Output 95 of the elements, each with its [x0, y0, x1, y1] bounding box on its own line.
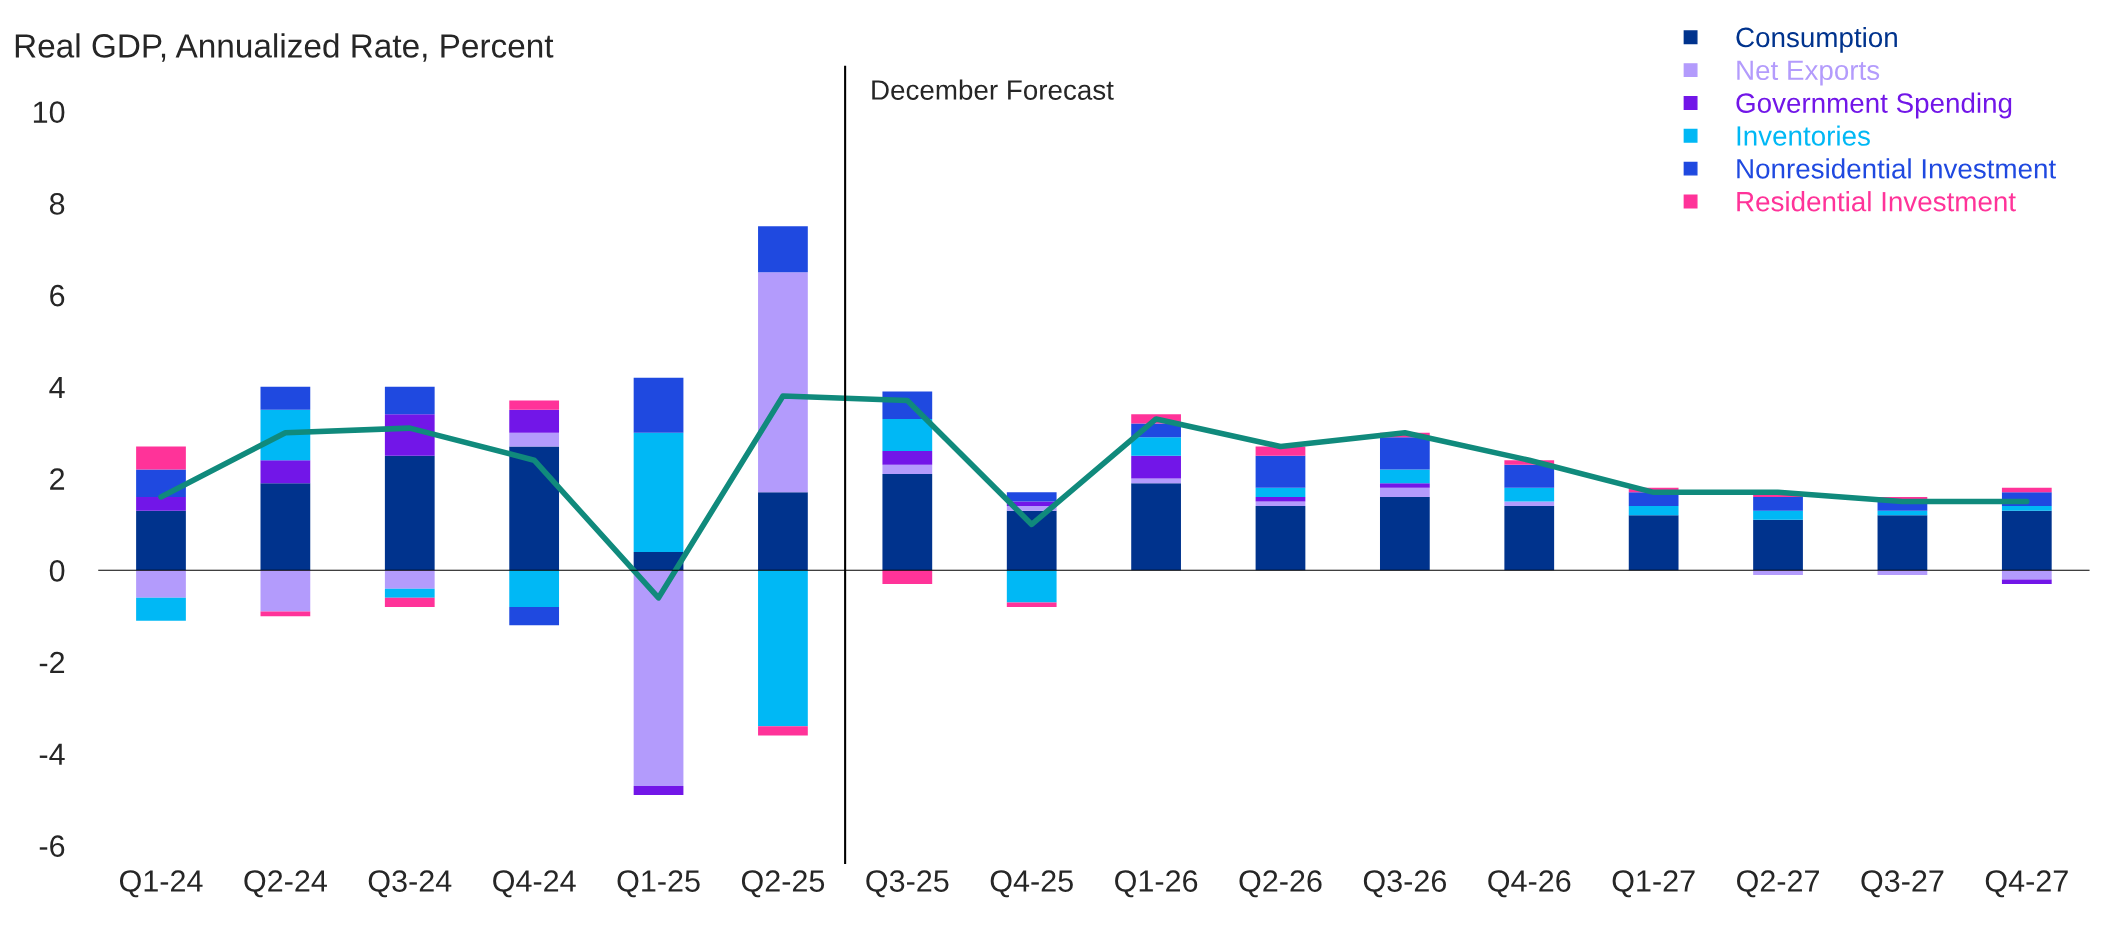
bar	[136, 510, 186, 571]
x-tick-label: Q3-25	[866, 870, 949, 898]
bar	[1379, 483, 1430, 488]
legend-label: Government Spending	[1736, 92, 2012, 119]
bar	[1753, 510, 1803, 520]
bar	[509, 607, 560, 626]
bar	[509, 446, 560, 571]
bar	[384, 386, 435, 415]
x-tick-label: Q2-24	[244, 870, 327, 898]
bar	[1131, 455, 1181, 479]
bar	[509, 400, 560, 410]
y-tick-label: -2	[39, 651, 65, 674]
bar	[1006, 570, 1057, 603]
bar	[882, 473, 933, 571]
bar	[633, 785, 684, 796]
bar	[1255, 487, 1306, 497]
bar	[1255, 496, 1306, 502]
bar	[2001, 510, 2052, 571]
y-tick-label: 0	[49, 560, 65, 582]
bar	[136, 446, 186, 470]
bar	[260, 570, 311, 612]
x-tick-label: Q2-25	[741, 870, 825, 898]
ref-line-label: December Forecast	[872, 79, 1114, 100]
bar	[260, 386, 311, 410]
bar	[509, 409, 560, 433]
x-tick-label: Q3-27	[1861, 870, 1944, 898]
legend-label: Inventories	[1737, 125, 1870, 146]
bar	[1504, 487, 1555, 502]
legend-label: Nonresidential Investment	[1737, 158, 2056, 179]
bar	[1255, 455, 1306, 488]
bar	[758, 492, 808, 571]
bar	[1504, 506, 1555, 571]
y-tick-label: 6	[50, 284, 65, 307]
bar	[136, 570, 186, 598]
bar	[509, 432, 560, 447]
bar	[1006, 510, 1057, 571]
bar	[882, 464, 933, 474]
x-tick-label: Q4-27	[1985, 870, 2068, 898]
bar	[1753, 496, 1803, 511]
bar	[1379, 487, 1430, 497]
bar	[1379, 469, 1430, 484]
bar	[2001, 579, 2052, 585]
bar	[1628, 515, 1679, 571]
y-tick-label: -6	[39, 835, 65, 857]
x-tick-label: Q1-27	[1612, 870, 1695, 898]
bar	[2001, 506, 2052, 511]
y-tick-label: 2	[50, 468, 65, 490]
y-tick-label: -4	[39, 743, 65, 765]
chart-title: Real GDP, Annualized Rate, Percent	[15, 33, 554, 62]
bar	[384, 597, 435, 607]
x-tick-label: Q4-25	[990, 870, 1073, 898]
y-tick-label: 8	[49, 193, 65, 215]
bar	[509, 570, 560, 607]
bar	[1628, 506, 1679, 516]
bar	[882, 418, 933, 452]
bar	[758, 570, 808, 727]
x-tick-label: Q4-26	[1488, 870, 1571, 898]
bar	[136, 496, 186, 511]
bar	[384, 570, 435, 589]
bar	[758, 226, 808, 273]
x-tick-label: Q2-26	[1239, 870, 1322, 898]
bar	[1131, 437, 1181, 456]
bar	[1006, 492, 1057, 502]
x-tick-label: Q3-24	[368, 870, 452, 898]
legend-label: Consumption	[1736, 26, 1897, 53]
x-tick-label: Q2-27	[1737, 870, 1819, 898]
x-tick-label: Q1-24	[119, 870, 203, 898]
y-tick-label: 4	[49, 376, 65, 398]
bar	[260, 483, 311, 571]
bar	[633, 570, 684, 786]
bar	[260, 460, 311, 484]
x-tick-label: Q4-24	[493, 870, 576, 898]
bar	[384, 455, 435, 571]
bar	[758, 272, 808, 493]
bar	[1877, 515, 1928, 571]
x-tick-label: Q1-25	[617, 870, 700, 898]
bar	[1753, 519, 1803, 571]
bar	[1504, 464, 1555, 488]
bar	[136, 597, 186, 621]
x-tick-label: Q3-26	[1363, 870, 1446, 898]
bar	[633, 432, 684, 552]
bar	[633, 377, 684, 433]
bar	[1006, 602, 1057, 607]
bar	[882, 451, 933, 465]
bar	[384, 588, 435, 598]
bar	[758, 726, 808, 736]
bar	[1379, 496, 1430, 571]
bar	[1255, 506, 1306, 571]
bar	[882, 570, 933, 585]
legend-label: Net Exports	[1737, 60, 1880, 86]
y-tick-label: 10	[33, 101, 65, 123]
x-tick-label: Q1-26	[1115, 870, 1198, 898]
legend-label: Residential Investment	[1737, 191, 2016, 212]
bar	[1379, 437, 1430, 470]
bar	[1131, 483, 1181, 571]
